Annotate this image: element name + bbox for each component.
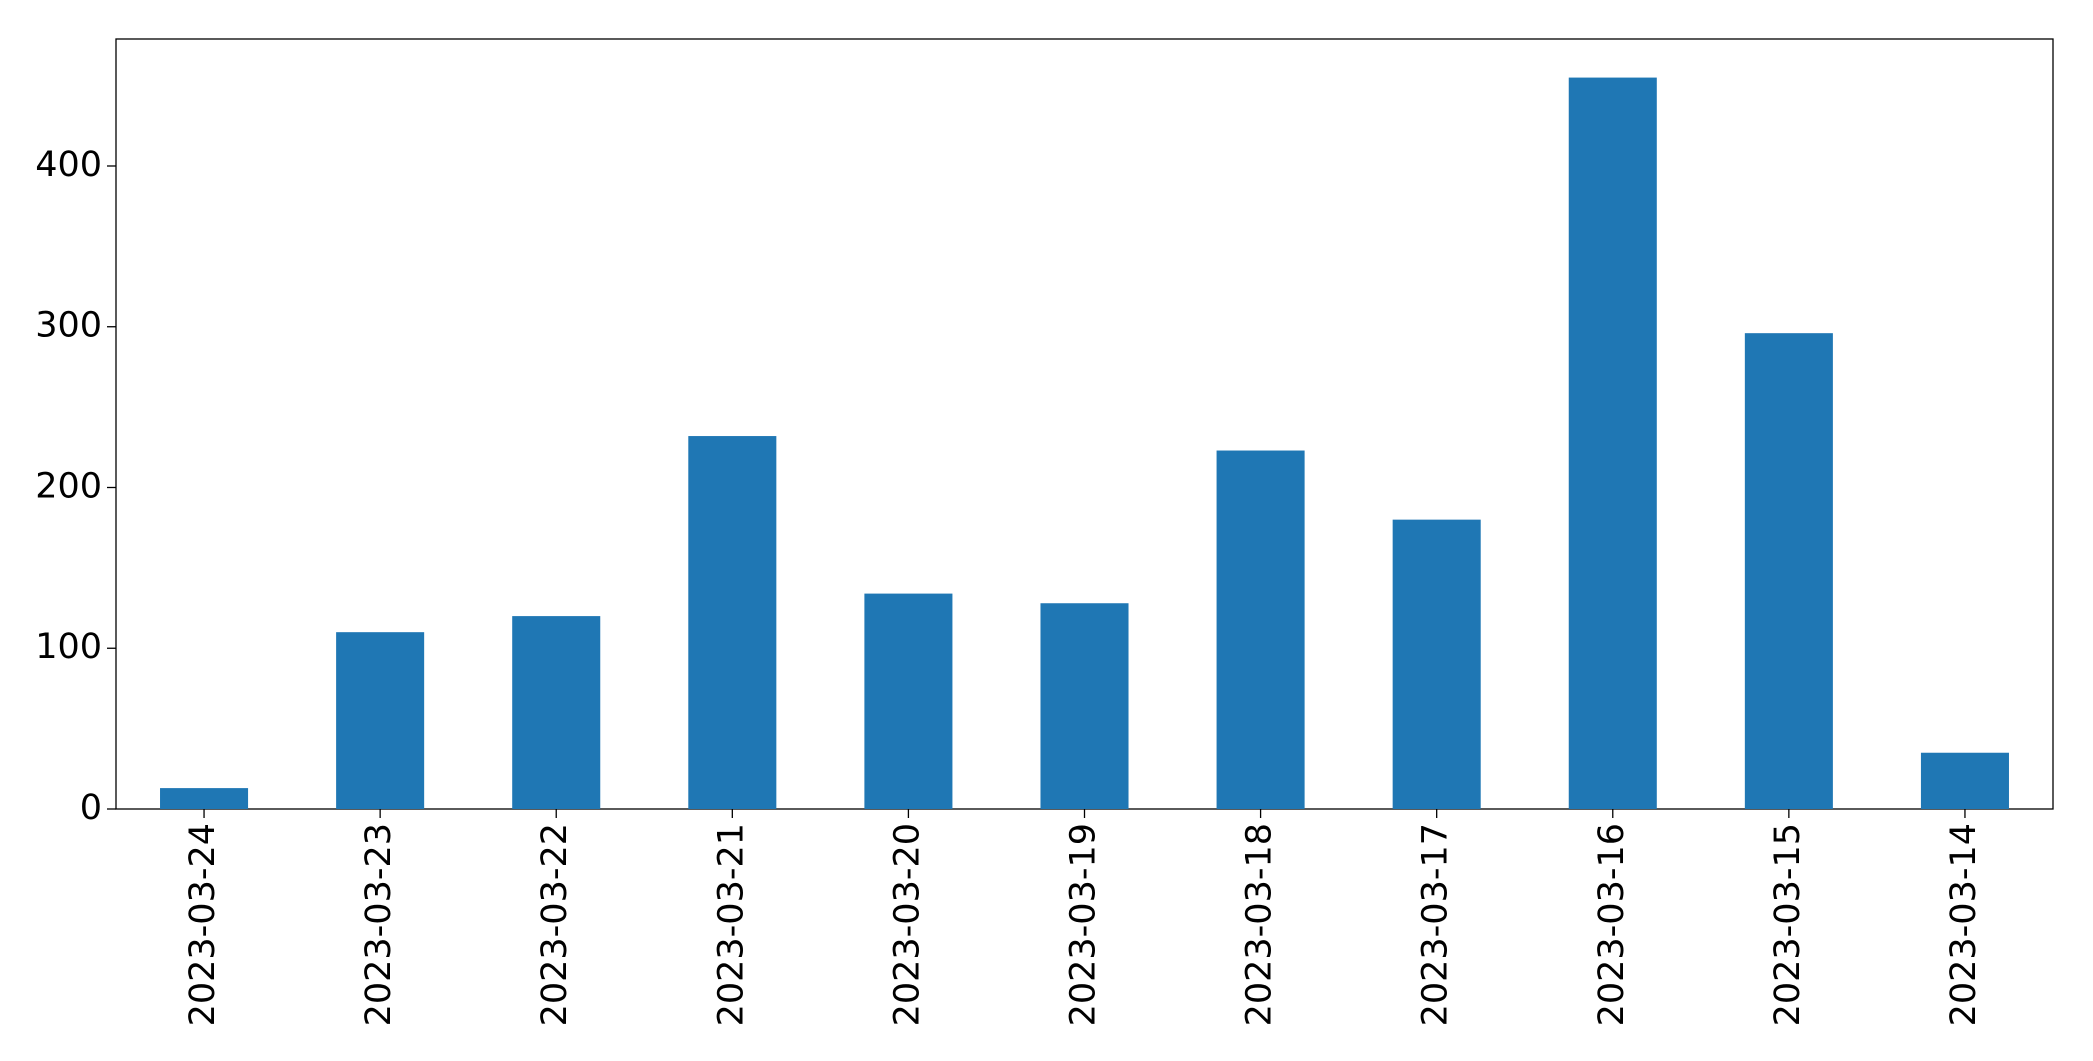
- x-tick-label: 2023-03-22: [535, 823, 575, 1026]
- x-tick-label: 2023-03-17: [1416, 823, 1456, 1026]
- bar: [1568, 77, 1657, 809]
- bar: [1040, 603, 1129, 809]
- x-tick-label: 2023-03-24: [183, 823, 223, 1026]
- y-tick-label: 100: [35, 627, 102, 667]
- y-tick-label: 200: [35, 466, 102, 506]
- x-tick-label: 2023-03-14: [1944, 823, 1984, 1026]
- bar: [1920, 752, 2009, 809]
- bar: [1216, 450, 1305, 809]
- x-tick-label: 2023-03-19: [1064, 823, 1104, 1026]
- bar: [512, 616, 601, 809]
- x-tick-label: 2023-03-23: [359, 823, 399, 1026]
- bar: [864, 593, 953, 809]
- bar: [1744, 333, 1833, 809]
- x-tick-label: 2023-03-20: [887, 823, 927, 1026]
- y-tick-label: 400: [35, 145, 102, 185]
- bar: [160, 788, 249, 809]
- y-tick-label: 0: [80, 788, 102, 828]
- y-tick-label: 300: [35, 306, 102, 346]
- x-tick-label: 2023-03-16: [1592, 823, 1632, 1026]
- x-tick-label: 2023-03-21: [711, 823, 751, 1026]
- bar: [336, 632, 425, 809]
- bar: [688, 436, 777, 809]
- x-tick-label: 2023-03-18: [1240, 823, 1280, 1026]
- bar: [1392, 519, 1481, 809]
- x-tick-label: 2023-03-15: [1768, 823, 1808, 1026]
